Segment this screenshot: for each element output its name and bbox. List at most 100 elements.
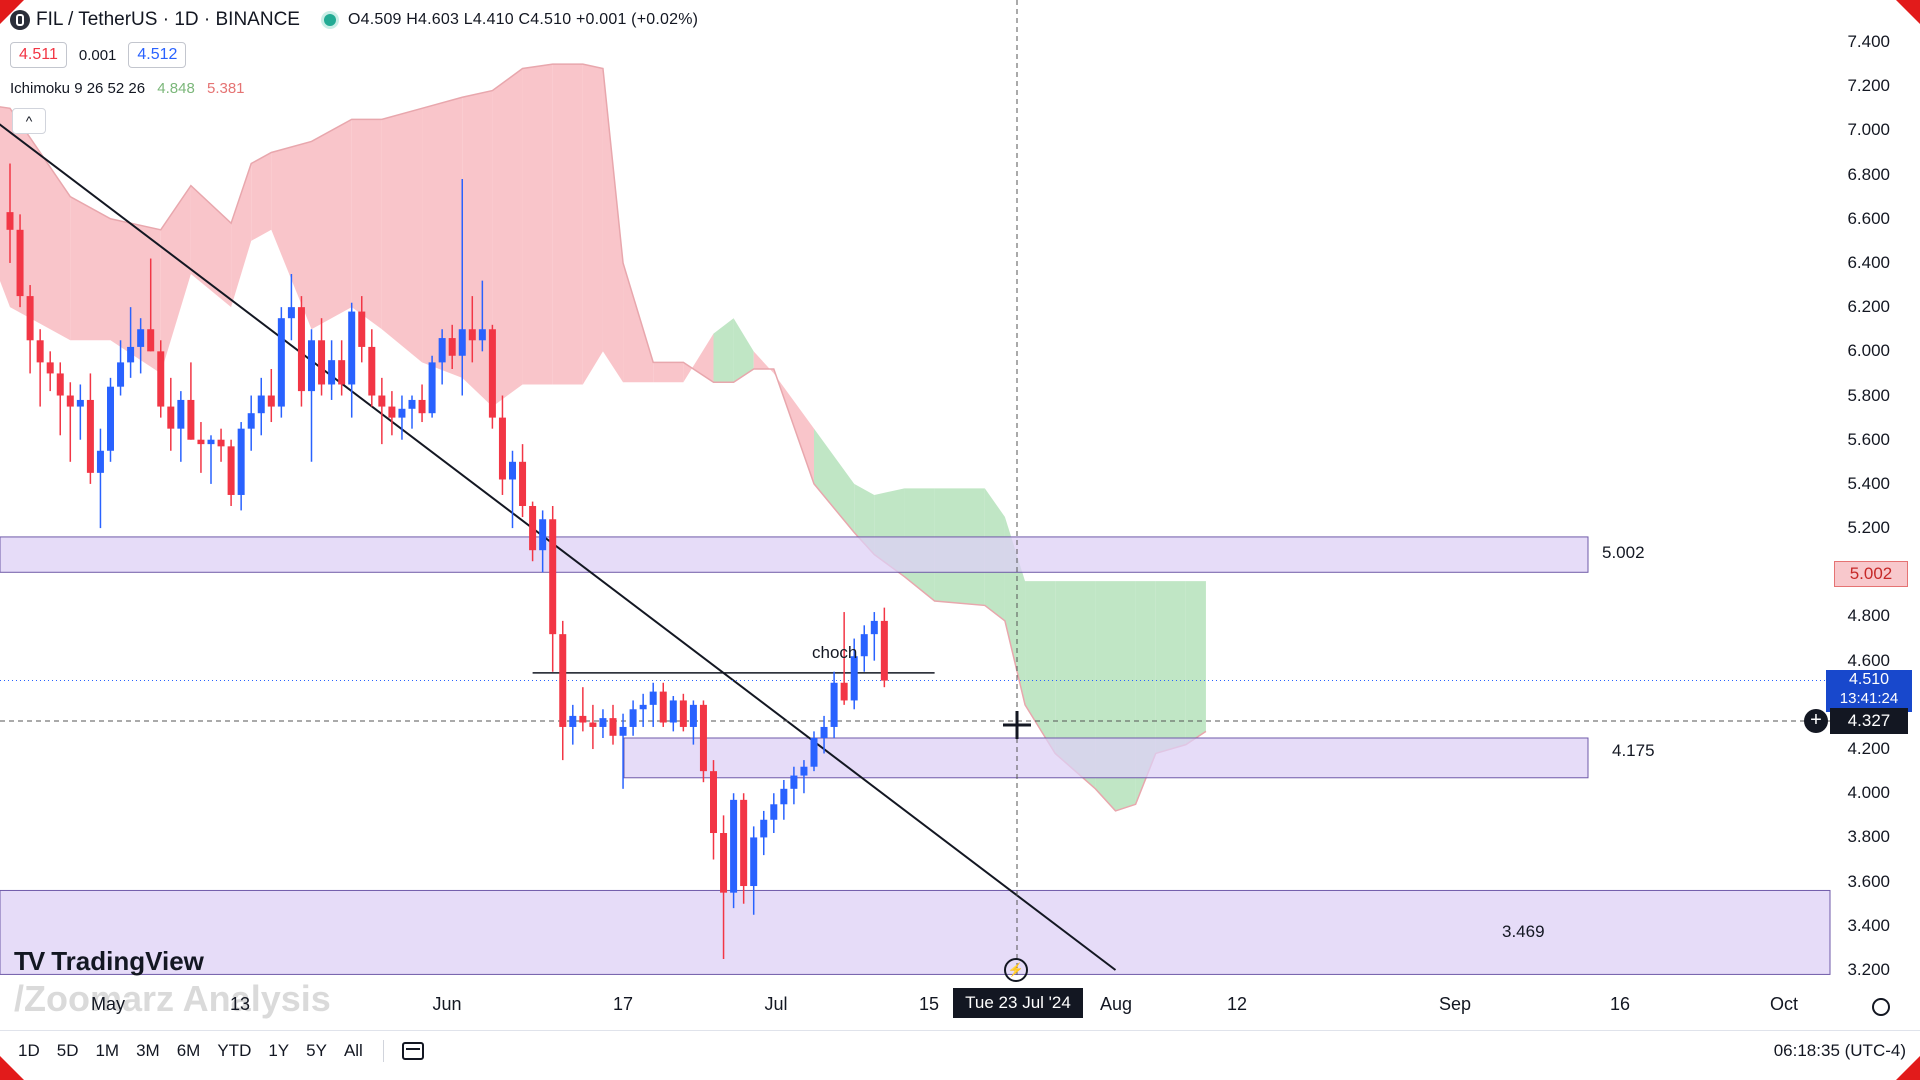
candle-body (629, 709, 637, 727)
candle-body (297, 307, 305, 392)
symbol-logo-icon[interactable] (10, 10, 30, 30)
candle-body (639, 704, 647, 710)
candle-body (539, 519, 547, 551)
price-axis-label: 6.200 (1847, 297, 1890, 317)
price-axis-label: 7.200 (1847, 76, 1890, 96)
collapse-legend-button[interactable]: ^ (12, 108, 46, 134)
ichimoku-cloud-segment (814, 428, 855, 533)
range-button-1m[interactable]: 1M (95, 1041, 120, 1060)
buy-button[interactable]: 4.512 (128, 42, 187, 68)
candle-body (338, 360, 346, 385)
candle-body (740, 799, 748, 887)
range-button-3m[interactable]: 3M (136, 1041, 160, 1060)
bar-countdown: 13:41:24 (1839, 690, 1899, 707)
candle-body (820, 726, 828, 738)
candle-body (16, 229, 24, 297)
price-axis-label: 7.000 (1847, 120, 1890, 140)
indicator-name: Ichimoku 9 26 52 26 (10, 80, 146, 97)
last-price-tag: 4.510 13:41:24 (1826, 670, 1912, 712)
ichimoku-cloud-segment (10, 108, 71, 341)
zone-label-upper: 5.002 (1602, 543, 1645, 562)
price-axis-label: 7.400 (1847, 32, 1890, 51)
calendar-icon[interactable] (401, 1042, 424, 1060)
ichimoku-cloud-segment (582, 64, 603, 385)
range-button-5d[interactable]: 5D (56, 1041, 79, 1060)
ichimoku-cloud-segment (351, 119, 382, 330)
indicator-legend[interactable]: Ichimoku 9 26 52 26 4.848 5.381 (10, 80, 245, 97)
candle-body (519, 461, 527, 506)
price-axis-label: 6.400 (1847, 252, 1890, 272)
ohlc-values: O4.509 H4.603 L4.410 C4.510 +0.001 (+0.0… (347, 11, 699, 28)
ichimoku-cloud-segment (1025, 581, 1056, 754)
range-button-1d[interactable]: 1D (18, 1041, 40, 1060)
trend-line (0, 123, 1117, 971)
candle-body (368, 346, 376, 396)
sell-button[interactable]: 4.511 (10, 42, 67, 68)
tradingview-wordmark: TradingView (51, 946, 204, 976)
gear-icon[interactable] (1872, 998, 1890, 1016)
candle-body (549, 519, 557, 635)
candle-body (760, 819, 768, 838)
candle-body (579, 715, 587, 723)
candle-body (488, 329, 496, 418)
candle-body (408, 399, 416, 409)
supply-demand-zone (623, 737, 1589, 779)
crosshair-date-tag: Tue 23 Jul '24 (953, 988, 1083, 1018)
price-axis-label: 3.200 (1847, 960, 1890, 979)
symbol-title[interactable]: FIL / TetherUS · 1D · BINANCE (36, 9, 300, 30)
frame-corner (1896, 1056, 1920, 1080)
clock-timezone[interactable]: 06:18:35 (UTC-4) (1773, 1041, 1906, 1060)
time-axis-label: 16 (1609, 994, 1631, 1014)
candle-body (137, 329, 145, 347)
tradingview-logo[interactable]: TV TradingView (14, 946, 204, 977)
price-axis-label: 4.000 (1847, 783, 1890, 803)
range-button-6m[interactable]: 6M (176, 1041, 201, 1060)
candle-body (318, 340, 326, 385)
candle-body (76, 399, 84, 407)
candle-body (679, 700, 687, 727)
candle-body (96, 450, 104, 473)
time-axis-label: Sep (1438, 994, 1472, 1014)
candle-body (509, 461, 516, 480)
candle-body (800, 766, 808, 776)
range-button-5y[interactable]: 5Y (306, 1041, 327, 1060)
candle-body (810, 738, 818, 767)
candle-body (388, 406, 396, 418)
range-button-all[interactable]: All (343, 1041, 363, 1060)
range-button-ytd[interactable]: YTD (217, 1041, 252, 1060)
candle-body (559, 634, 567, 727)
time-axis-label: 17 (612, 994, 634, 1014)
time-axis-label: May (90, 994, 126, 1014)
candle-body (830, 682, 838, 727)
ichimoku-cloud-segment (160, 185, 191, 374)
choch-annotation[interactable]: choch (812, 643, 858, 662)
candle-body (418, 399, 426, 414)
candle-body (187, 399, 195, 440)
candle-body (26, 296, 34, 341)
add-alert-plus-icon[interactable]: + (1804, 709, 1828, 733)
ichimoku-cloud-segment (462, 90, 493, 407)
candle-body (529, 506, 537, 551)
ichimoku-cloud-segment (1055, 581, 1096, 789)
candle-body (217, 439, 225, 447)
lightning-alert-icon[interactable]: ⚡ (1004, 958, 1028, 982)
candle-body (227, 446, 235, 495)
candle-body (46, 362, 54, 374)
candle-body (438, 338, 446, 363)
candle-body (860, 634, 868, 657)
ichimoku-cloud-segment (683, 333, 714, 383)
candle-body (36, 340, 44, 363)
time-axis-label: Jul (764, 994, 788, 1014)
candle-body (498, 417, 506, 480)
price-axis-label: 4.800 (1847, 606, 1890, 626)
range-button-1y[interactable]: 1Y (268, 1041, 290, 1060)
ichimoku-cloud-segment (231, 163, 252, 308)
candle-body (287, 307, 295, 319)
market-status-icon[interactable] (323, 14, 336, 26)
candle-body (619, 726, 627, 736)
ichimoku-cloud-segment (70, 196, 111, 341)
candle-body (850, 656, 858, 701)
time-axis-label: Aug (1099, 994, 1133, 1014)
zone-label-middle: 4.175 (1612, 741, 1655, 760)
